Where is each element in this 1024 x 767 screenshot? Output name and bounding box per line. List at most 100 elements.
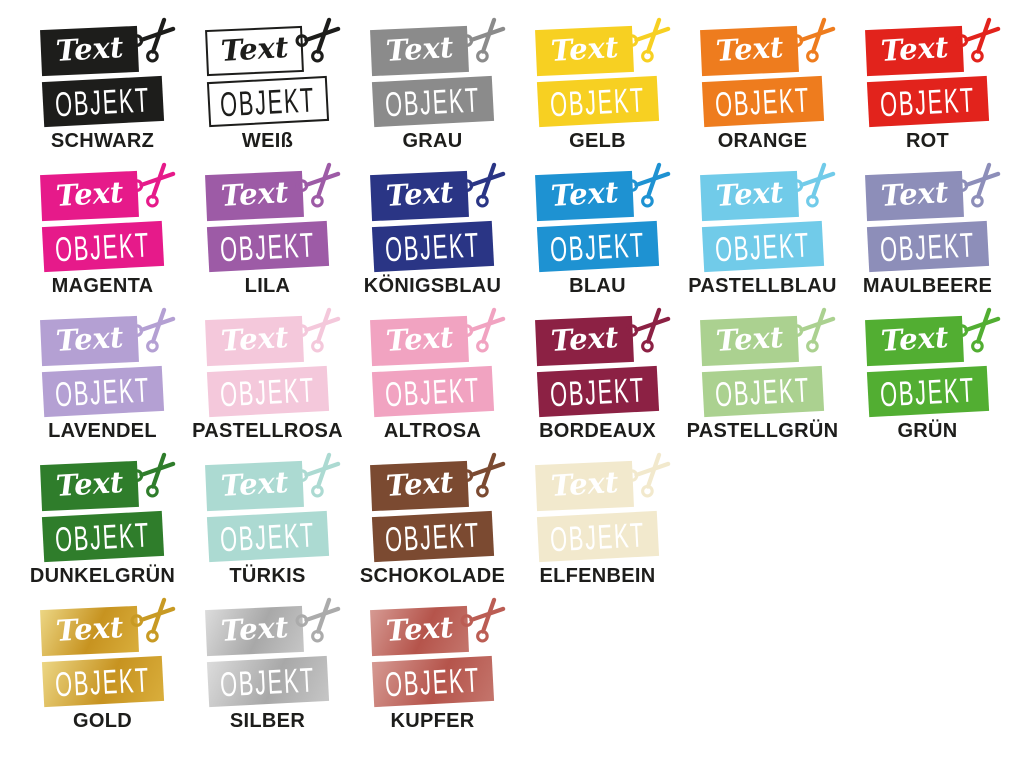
color-swatch: Text OBJEKT PASTELLROSA [185, 307, 350, 460]
color-name-label: MAULBEERE [862, 275, 993, 297]
textobjekt-logo: Text OBJEKT [204, 452, 340, 563]
color-name-label: SCHWARZ [50, 130, 155, 152]
logo-script-text: Text [549, 174, 619, 214]
logo-text-block: Text [864, 170, 964, 222]
logo-objekt-block: OBJEKT [41, 510, 164, 563]
color-swatch: Text OBJEKT PASTELLBLAU [680, 162, 845, 315]
logo-script-text: Text [384, 29, 454, 69]
color-name-label: ROT [905, 130, 950, 152]
scissors-icon [288, 587, 350, 649]
logo-text-block: Text [369, 315, 469, 367]
logo-objekt-block: OBJEKT [41, 365, 164, 418]
logo-script-text: Text [714, 319, 784, 359]
color-swatch: Text OBJEKT GELB [515, 17, 680, 170]
logo-text-block: Text [534, 315, 634, 367]
logo-text-block: Text [39, 170, 139, 222]
logo-text-block: Text [534, 170, 634, 222]
logo-text-block: Text [204, 25, 304, 77]
textobjekt-logo: Text OBJEKT [864, 17, 1000, 128]
scissors-icon [783, 7, 845, 69]
logo-text-block: Text [699, 170, 799, 222]
logo-script-text: Text [219, 464, 289, 504]
color-name-label: BLAU [569, 275, 626, 297]
logo-script-text: Text [219, 29, 289, 69]
logo-objekt-text: OBJEKT [879, 79, 976, 124]
scissors-icon [783, 297, 845, 359]
color-name-label: GOLD [73, 710, 132, 732]
logo-objekt-block: OBJEKT [371, 655, 494, 708]
logo-objekt-text: OBJEKT [219, 514, 316, 559]
logo-objekt-block: OBJEKT [41, 220, 164, 273]
swatch-row: Text OBJEKT SCHWARZ Text [20, 17, 1024, 170]
logo-objekt-block: OBJEKT [536, 365, 659, 418]
logo-objekt-block: OBJEKT [701, 220, 824, 273]
textobjekt-logo: Text OBJEKT [204, 162, 340, 273]
textobjekt-logo: Text OBJEKT [204, 307, 340, 418]
color-name-label: PASTELLGRÜN [686, 420, 839, 442]
scissors-icon [123, 442, 185, 504]
logo-objekt-block: OBJEKT [371, 75, 494, 128]
swatch-row: Text OBJEKT GOLD Text [20, 597, 1024, 750]
color-name-label: ALTROSA [383, 420, 482, 442]
logo-text-block: Text [39, 315, 139, 367]
color-swatch: Text OBJEKT MAGENTA [20, 162, 185, 315]
logo-script-text: Text [714, 29, 784, 69]
textobjekt-logo: Text OBJEKT [369, 597, 505, 708]
logo-objekt-text: OBJEKT [879, 224, 976, 269]
textobjekt-logo: Text OBJEKT [864, 162, 1000, 273]
color-swatch: Text OBJEKT SCHWARZ [20, 17, 185, 170]
scissors-icon [453, 587, 515, 649]
logo-objekt-text: OBJEKT [384, 369, 481, 414]
logo-text-block: Text [699, 315, 799, 367]
logo-script-text: Text [384, 174, 454, 214]
logo-text-block: Text [369, 460, 469, 512]
color-name-label: PASTELLROSA [192, 420, 343, 442]
logo-script-text: Text [384, 464, 454, 504]
logo-objekt-block: OBJEKT [866, 220, 989, 273]
swatch-row: Text OBJEKT LAVENDEL Text [20, 307, 1024, 460]
logo-objekt-block: OBJEKT [206, 220, 329, 273]
color-swatch: Text OBJEKT LILA [185, 162, 350, 315]
color-name-label: DUNKELGRÜN [29, 565, 176, 587]
textobjekt-logo: Text OBJEKT [204, 17, 340, 128]
color-name-label: LILA [244, 275, 291, 297]
logo-script-text: Text [879, 319, 949, 359]
color-swatch: Text OBJEKT TÜRKIS [185, 452, 350, 605]
scissors-icon [948, 152, 1010, 214]
logo-objekt-text: OBJEKT [54, 514, 151, 559]
logo-objekt-block: OBJEKT [866, 75, 989, 128]
logo-objekt-text: OBJEKT [219, 79, 316, 124]
logo-script-text: Text [219, 174, 289, 214]
color-swatch: Text OBJEKT KUPFER [350, 597, 515, 750]
logo-script-text: Text [384, 319, 454, 359]
logo-objekt-text: OBJEKT [54, 659, 151, 704]
textobjekt-logo: Text OBJEKT [699, 307, 835, 418]
color-swatch: Text OBJEKT LAVENDEL [20, 307, 185, 460]
textobjekt-logo: Text OBJEKT [699, 162, 835, 273]
logo-script-text: Text [54, 464, 124, 504]
logo-script-text: Text [879, 174, 949, 214]
logo-text-block: Text [39, 25, 139, 77]
logo-objekt-block: OBJEKT [206, 510, 329, 563]
textobjekt-logo: Text OBJEKT [369, 162, 505, 273]
logo-script-text: Text [549, 29, 619, 69]
logo-objekt-text: OBJEKT [219, 224, 316, 269]
logo-objekt-block: OBJEKT [41, 655, 164, 708]
scissors-icon [123, 7, 185, 69]
color-name-label: MAGENTA [51, 275, 154, 297]
color-swatch: Text OBJEKT ELFENBEIN [515, 452, 680, 605]
logo-objekt-block: OBJEKT [701, 365, 824, 418]
textobjekt-logo: Text OBJEKT [699, 17, 835, 128]
scissors-icon [453, 7, 515, 69]
logo-objekt-text: OBJEKT [54, 79, 151, 124]
logo-text-block: Text [699, 25, 799, 77]
textobjekt-logo: Text OBJEKT [369, 307, 505, 418]
textobjekt-logo: Text OBJEKT [864, 307, 1000, 418]
logo-objekt-text: OBJEKT [549, 514, 646, 559]
logo-script-text: Text [549, 319, 619, 359]
color-name-label: GRAU [402, 130, 463, 152]
logo-objekt-text: OBJEKT [549, 224, 646, 269]
logo-objekt-block: OBJEKT [206, 365, 329, 418]
color-name-label: KÖNIGSBLAU [363, 275, 502, 297]
logo-text-block: Text [204, 460, 304, 512]
